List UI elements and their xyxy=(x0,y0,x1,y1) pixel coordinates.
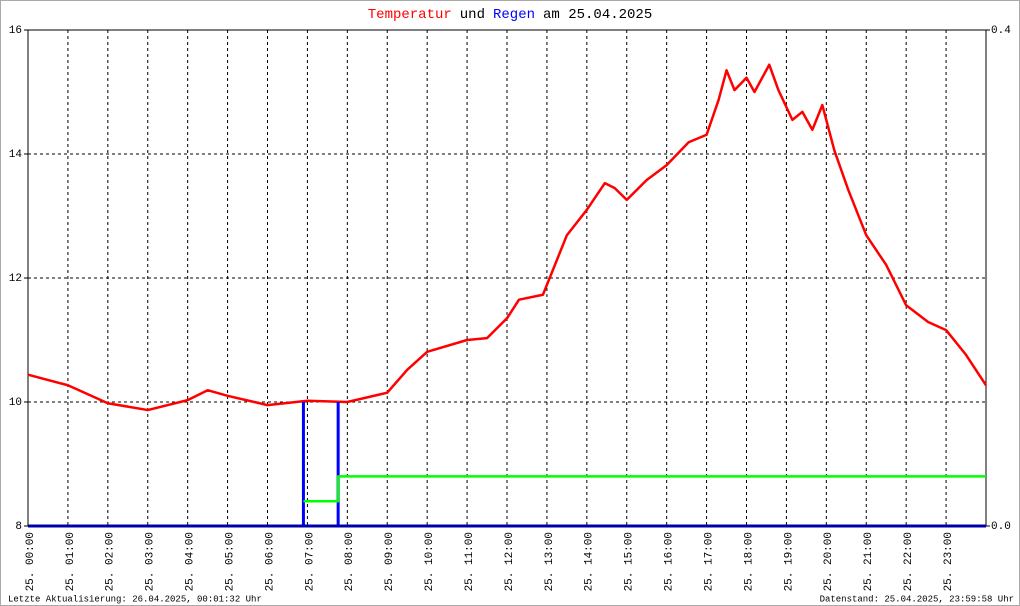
x-tick-label: 25. 19:00 xyxy=(783,532,795,591)
title-part: und xyxy=(460,7,485,23)
chart-title: Temperatur und Regen am 25.04.2025 xyxy=(368,7,652,23)
x-tick-label: 25. 18:00 xyxy=(743,532,755,591)
temperature-line xyxy=(27,63,988,412)
footer-left: Letzte Aktualisierung: 26.04.2025, 00:01… xyxy=(8,594,262,604)
x-tick-label: 25. 08:00 xyxy=(344,532,356,591)
x-tick-label: 25. 02:00 xyxy=(105,532,117,591)
y-tick-label: 12 xyxy=(9,273,22,285)
x-tick-label: 25. 23:00 xyxy=(943,532,955,591)
title-part: Temperatur xyxy=(368,7,452,23)
y2-tick-label: 0.0 xyxy=(991,521,1011,533)
title-part: Regen xyxy=(493,7,535,23)
x-tick-label: 25. 22:00 xyxy=(903,532,915,591)
x-tick-label: 25. 00:00 xyxy=(25,532,37,591)
y-tick-label: 8 xyxy=(15,521,22,533)
x-tick-label: 25. 03:00 xyxy=(145,532,157,591)
x-tick-label: 25. 09:00 xyxy=(384,532,396,591)
x-tick-label: 25. 14:00 xyxy=(584,532,596,591)
x-tick-label: 25. 16:00 xyxy=(664,532,676,591)
x-tick-label: 25. 07:00 xyxy=(304,532,316,591)
y-tick-label: 10 xyxy=(9,397,22,409)
x-tick-label: 25. 15:00 xyxy=(624,532,636,591)
y2-tick-label: 0.4 xyxy=(991,25,1011,37)
x-tick-label: 25. 20:00 xyxy=(823,532,835,591)
x-tick-label: 25. 11:00 xyxy=(464,532,476,591)
rain-sum-line xyxy=(303,475,986,503)
x-tick-label: 25. 12:00 xyxy=(504,532,516,591)
x-tick-label: 25. 13:00 xyxy=(544,532,556,591)
x-tick-label: 25. 17:00 xyxy=(703,532,715,591)
footer-right: Datenstand: 25.04.2025, 23:59:58 Uhr xyxy=(820,594,1014,604)
y-tick-label: 16 xyxy=(9,25,22,37)
x-tick-label: 25. 10:00 xyxy=(424,532,436,591)
title-part: am 25.04.2025 xyxy=(543,7,652,23)
x-tick-label: 25. 05:00 xyxy=(224,532,236,591)
x-tick-label: 25. 21:00 xyxy=(863,532,875,591)
y-tick-label: 14 xyxy=(9,149,23,161)
x-tick-label: 25. 04:00 xyxy=(185,532,197,591)
x-tick-label: 25. 01:00 xyxy=(65,532,77,591)
x-tick-label: 25. 06:00 xyxy=(264,532,276,591)
